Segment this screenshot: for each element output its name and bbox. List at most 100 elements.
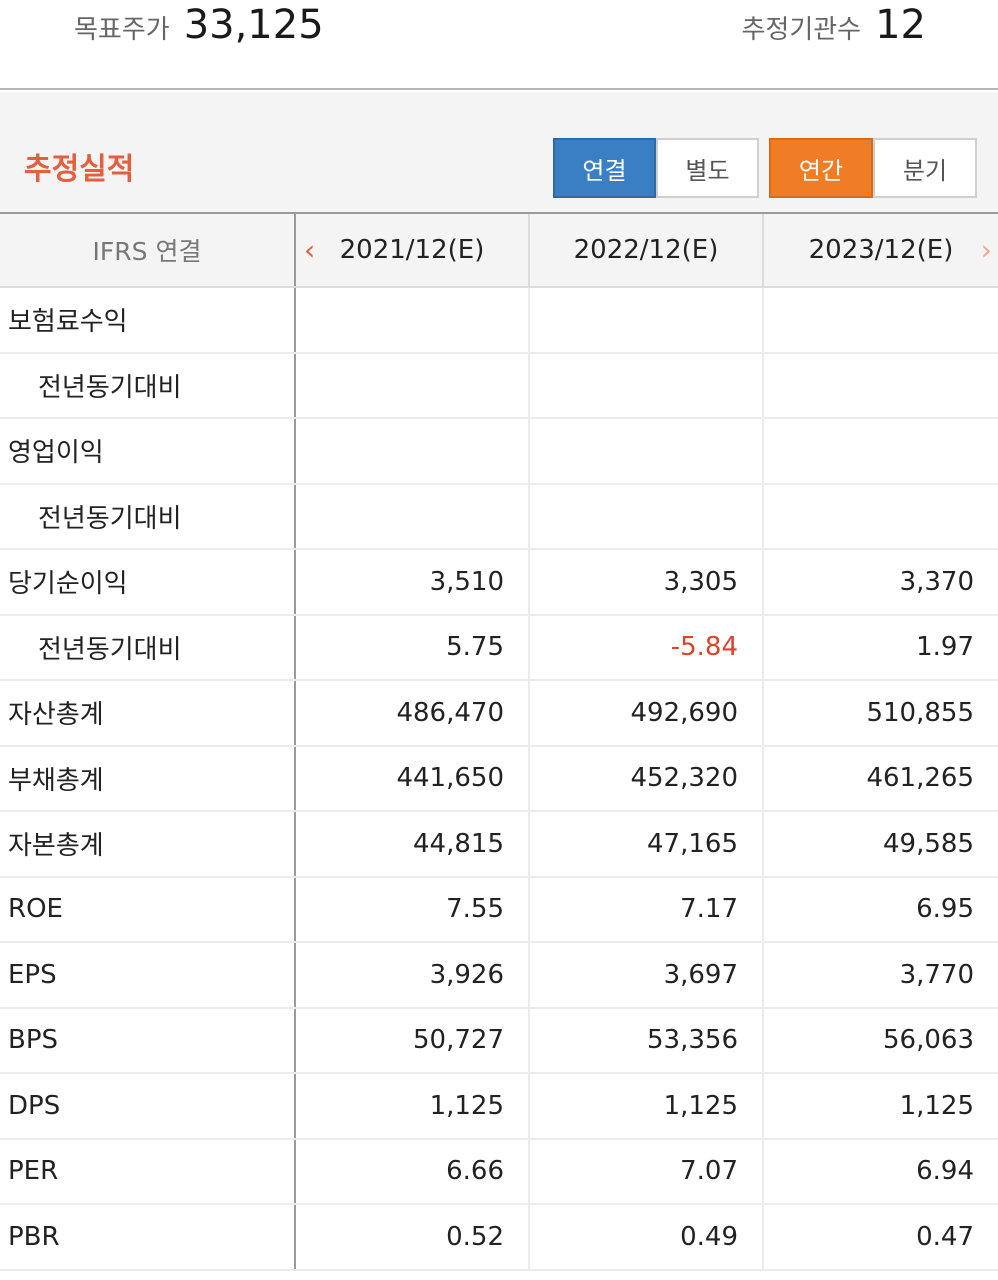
row-value: 6.94 — [916, 1156, 974, 1187]
estimator-count-value: 12 — [875, 2, 926, 48]
row-value: 44,815 — [296, 812, 530, 876]
section-title: 추정실적 — [24, 152, 135, 187]
table-row: 전년동기대비 — [0, 484, 998, 550]
quarterly-toggle-button[interactable]: 분기 — [873, 138, 977, 198]
row-label: 보험료수익 — [0, 288, 296, 352]
table-body: 보험료수익 전년동기대비 영업이익 전년동기대비 당기순이익 3,510 3,305 3,37… — [0, 288, 998, 1271]
table-row: PER 6.66 7.07 6.94 — [0, 1139, 998, 1205]
table-row: 보험료수익 — [0, 288, 998, 354]
row-value: 6.66 — [296, 1139, 530, 1203]
separate-toggle-button[interactable]: 별도 — [656, 138, 759, 198]
row-value: 3,770 — [899, 959, 974, 990]
row-value: 3,370 — [899, 566, 974, 597]
row-value: 452,320 — [530, 746, 764, 810]
row-value — [764, 485, 998, 549]
row-value: 7.55 — [296, 877, 530, 941]
row-value — [296, 419, 530, 483]
row-label: 전년동기대비 — [0, 353, 296, 417]
row-value: 1,125 — [899, 1090, 974, 1121]
row-value: 53,356 — [530, 1008, 764, 1072]
row-value: 7.17 — [530, 877, 764, 941]
table-row: ROE 7.55 7.17 6.95 — [0, 877, 998, 943]
row-value: 492,690 — [530, 681, 764, 745]
row-label: 전년동기대비 — [0, 484, 296, 548]
table-row: 전년동기대비 5.75 -5.84 1.97 — [0, 615, 998, 681]
table-row: PBR 0.52 0.49 0.47 — [0, 1205, 998, 1271]
row-value: -5.84 — [530, 615, 764, 679]
row-label: 전년동기대비 — [0, 615, 296, 679]
row-label: PBR — [0, 1205, 296, 1269]
basis-toggle-group: 연결 별도 — [553, 138, 759, 198]
table-row: 자본총계 44,815 47,165 49,585 — [0, 812, 998, 878]
table-row: 당기순이익 3,510 3,305 3,370 — [0, 550, 998, 616]
row-label: 부채총계 — [0, 746, 296, 810]
summary-bar: 목표주가 33,125 추정기관수 12 — [0, 0, 998, 90]
row-label: 당기순이익 — [0, 550, 296, 614]
row-value — [296, 353, 530, 417]
row-value — [296, 484, 530, 548]
row-value: 486,470 — [296, 681, 530, 745]
table-row: EPS 3,926 3,697 3,770 — [0, 943, 998, 1009]
row-value: 50,727 — [296, 1008, 530, 1072]
table-row: 자산총계 486,470 492,690 510,855 — [0, 681, 998, 747]
target-price: 목표주가 33,125 — [74, 2, 324, 48]
row-value: 0.47 — [916, 1221, 974, 1252]
row-label: BPS — [0, 1008, 296, 1072]
target-price-label: 목표주가 — [74, 15, 170, 45]
annual-toggle-button[interactable]: 연간 — [769, 138, 873, 198]
header-basis-label: IFRS 연결 — [0, 214, 296, 286]
table-row: DPS 1,125 1,125 1,125 — [0, 1074, 998, 1140]
row-value: 1.97 — [916, 632, 974, 663]
row-value: 5.75 — [296, 615, 530, 679]
table-row: 전년동기대비 — [0, 353, 998, 419]
row-value: 0.49 — [530, 1205, 764, 1269]
row-value — [530, 353, 764, 417]
column-header-1-label: 2021/12(E) — [339, 235, 485, 265]
row-value — [764, 419, 998, 483]
row-value: 3,926 — [296, 943, 530, 1007]
row-label: ROE — [0, 877, 296, 941]
row-value: 56,063 — [883, 1025, 974, 1056]
row-value: 3,697 — [530, 943, 764, 1007]
row-value — [296, 288, 530, 352]
row-label: EPS — [0, 943, 296, 1007]
row-value — [530, 288, 764, 352]
chevron-right-icon[interactable]: › — [980, 233, 992, 267]
row-value: 510,855 — [866, 697, 974, 728]
row-value — [764, 288, 998, 352]
row-value — [530, 484, 764, 548]
table-row: BPS 50,727 53,356 56,063 — [0, 1008, 998, 1074]
row-label: DPS — [0, 1074, 296, 1138]
target-price-value: 33,125 — [183, 2, 324, 48]
row-label: 자산총계 — [0, 681, 296, 745]
row-value: 3,305 — [530, 550, 764, 614]
row-value: 1,125 — [530, 1074, 764, 1138]
row-value: 47,165 — [530, 812, 764, 876]
chevron-left-icon[interactable]: ‹ — [304, 233, 316, 267]
column-header-2: 2022/12(E) — [530, 214, 764, 286]
row-label: 자본총계 — [0, 812, 296, 876]
row-label: PER — [0, 1139, 296, 1203]
row-value: 7.07 — [530, 1139, 764, 1203]
column-header-3-label: 2023/12(E) — [808, 235, 954, 265]
row-value: 3,510 — [296, 550, 530, 614]
row-value: 441,650 — [296, 746, 530, 810]
estimator-count-label: 추정기관수 — [741, 15, 862, 45]
section-header: 추정실적 연결 별도 연간 분기 — [0, 92, 998, 214]
row-value: 6.95 — [916, 894, 974, 925]
table-row: 부채총계 441,650 452,320 461,265 — [0, 746, 998, 812]
estimates-table: IFRS 연결 ‹ 2021/12(E) 2022/12(E) 2023/12(… — [0, 214, 998, 1271]
row-value — [764, 354, 998, 418]
column-header-2-label: 2022/12(E) — [573, 235, 719, 265]
table-header-row: IFRS 연결 ‹ 2021/12(E) 2022/12(E) 2023/12(… — [0, 214, 998, 288]
column-header-3: 2023/12(E) › — [764, 214, 998, 286]
table-row: 영업이익 — [0, 419, 998, 485]
consolidated-toggle-button[interactable]: 연결 — [553, 138, 656, 198]
row-value: 0.52 — [296, 1205, 530, 1269]
row-value: 1,125 — [296, 1074, 530, 1138]
column-header-1: ‹ 2021/12(E) — [296, 214, 530, 286]
row-label: 영업이익 — [0, 419, 296, 483]
estimator-count: 추정기관수 12 — [741, 2, 926, 48]
row-value: 461,265 — [866, 763, 974, 794]
row-value — [530, 419, 764, 483]
